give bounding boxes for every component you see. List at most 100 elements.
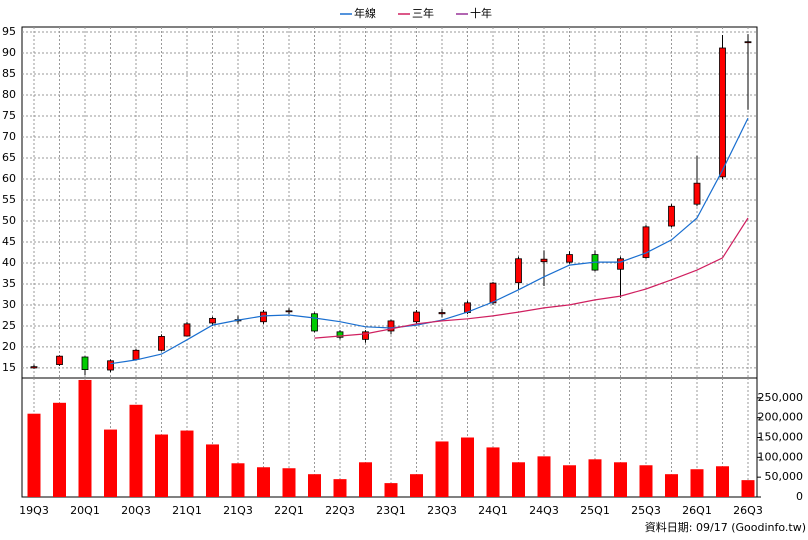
x-tick-label: 25Q1	[580, 504, 610, 517]
volume-bar	[614, 462, 627, 497]
x-tick-label: 21Q1	[172, 504, 202, 517]
volume-bar	[665, 474, 678, 497]
x-tick-label: 22Q1	[274, 504, 304, 517]
y-tick-label: 60	[2, 172, 16, 185]
candle-body	[362, 331, 369, 340]
candle-body	[311, 313, 318, 332]
volume-bar	[104, 429, 117, 497]
candle-body	[719, 47, 726, 178]
candle-body	[107, 360, 114, 371]
x-tick-label: 19Q3	[19, 504, 49, 517]
candle-body	[515, 258, 522, 284]
volume-bar	[486, 447, 500, 497]
x-tick-label: 26Q3	[733, 504, 763, 517]
candle-body	[209, 317, 216, 324]
volume-tick-label: 0	[796, 490, 803, 503]
volume-tick-label: 150,000	[758, 431, 804, 444]
x-tick-label: 23Q3	[427, 504, 457, 517]
candle-body	[132, 349, 140, 360]
x-tick-label: 21Q3	[223, 504, 253, 517]
volume-bar	[410, 474, 423, 497]
y-tick-label: 65	[2, 151, 16, 164]
legend-label: 年線	[354, 6, 376, 20]
source-note: 資料日期: 09/17 (Goodinfo.tw)	[645, 520, 806, 534]
y-tick-label: 35	[2, 277, 16, 290]
candle-body	[56, 355, 63, 365]
candle-body	[81, 356, 89, 371]
y-tick-label: 40	[2, 256, 16, 269]
volume-bar	[53, 402, 66, 497]
volume-bar	[639, 465, 653, 497]
candle-body	[617, 258, 624, 270]
volume-bar	[512, 462, 525, 497]
candle-body	[438, 312, 446, 315]
candle-body	[285, 310, 293, 313]
y-tick-label: 30	[2, 298, 16, 311]
volume-bar	[155, 434, 168, 497]
volume-bar	[384, 483, 398, 497]
candle-body	[566, 254, 573, 263]
legend-label: 三年	[412, 6, 434, 20]
volume-bar	[27, 413, 41, 497]
volume-bar	[563, 465, 576, 497]
volume-tick-label: 100,000	[758, 450, 804, 463]
volume-bar	[78, 379, 92, 497]
y-tick-label: 80	[2, 88, 16, 101]
candle-body	[413, 311, 420, 323]
legend-label: 十年	[470, 6, 492, 20]
y-tick-label: 70	[2, 130, 16, 143]
volume-bar	[461, 437, 474, 497]
volume-tick-label: 250,000	[758, 391, 804, 404]
volume-bar	[537, 456, 551, 497]
y-tick-label: 20	[2, 340, 16, 353]
x-tick-label: 22Q3	[325, 504, 355, 517]
volume-tick-label: 50,000	[765, 470, 804, 483]
candle-body	[693, 182, 701, 205]
volume-bar	[333, 479, 347, 497]
x-tick-label: 25Q3	[631, 504, 661, 517]
price-frame	[21, 26, 758, 379]
candle-body	[158, 336, 165, 351]
y-tick-label: 50	[2, 214, 16, 227]
candle-body	[668, 205, 675, 227]
y-tick-label: 75	[2, 109, 16, 122]
y-tick-label: 55	[2, 193, 16, 206]
volume-bar	[690, 469, 704, 497]
y-tick-label: 25	[2, 319, 16, 332]
volume-bar	[206, 444, 219, 497]
volume-bar	[231, 463, 245, 497]
candle-body	[183, 323, 191, 337]
volume-bar	[588, 459, 602, 497]
candle-body	[336, 331, 344, 338]
volume-frame	[21, 377, 758, 498]
candle-body	[642, 226, 650, 258]
volume-bar	[180, 430, 194, 497]
candle-body	[30, 366, 38, 369]
candle-body	[540, 258, 548, 263]
candle-body	[744, 41, 752, 44]
volume-bar	[129, 404, 143, 497]
x-tick-label: 20Q3	[121, 504, 151, 517]
volume-bar	[257, 467, 270, 497]
x-tick-label: 24Q3	[529, 504, 559, 517]
candle-body	[489, 282, 497, 304]
candle-body	[387, 320, 395, 332]
volume-bar	[716, 466, 729, 497]
volume-bar	[282, 468, 296, 497]
x-tick-label: 23Q1	[376, 504, 406, 517]
x-tick-label: 20Q1	[70, 504, 100, 517]
volume-bar	[435, 441, 449, 497]
ma-line	[314, 217, 749, 339]
volume-bar	[741, 480, 755, 497]
y-tick-label: 15	[2, 361, 16, 374]
y-tick-label: 95	[2, 25, 16, 38]
candle-body	[260, 311, 267, 323]
y-tick-label: 45	[2, 235, 16, 248]
x-tick-label: 24Q1	[478, 504, 508, 517]
y-tick-label: 85	[2, 67, 16, 80]
y-tick-label: 90	[2, 46, 16, 59]
volume-bar	[359, 462, 372, 497]
x-tick-label: 26Q1	[682, 504, 712, 517]
volume-bar	[308, 474, 321, 497]
